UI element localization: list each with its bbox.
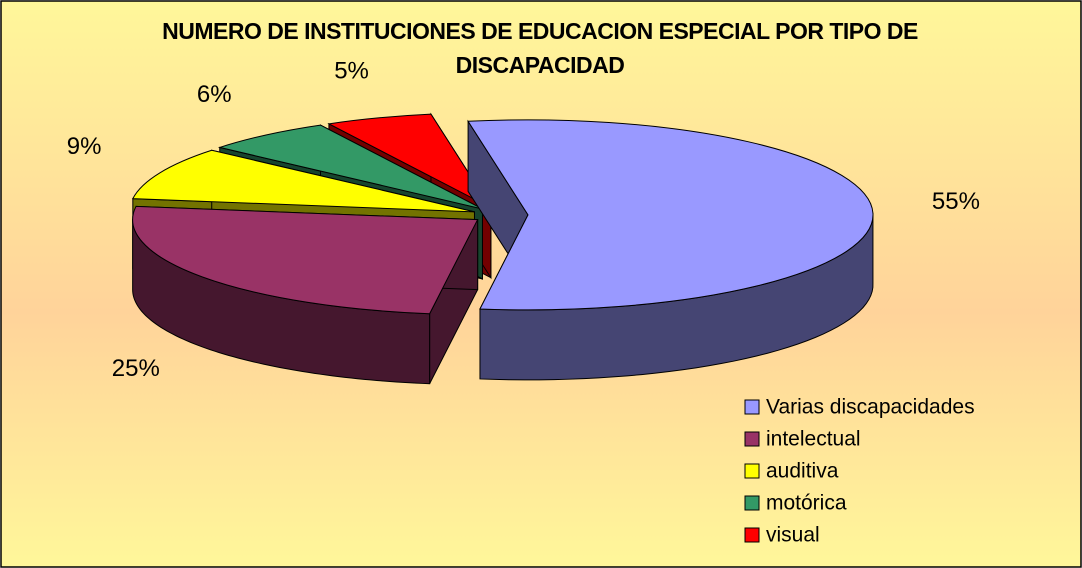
- legend-label: motórica: [766, 492, 847, 515]
- legend-label: visual: [766, 524, 820, 547]
- data-label: 6%: [197, 81, 232, 108]
- data-label: 9%: [67, 133, 102, 160]
- data-label: 25%: [112, 355, 160, 382]
- slice: [132, 205, 479, 315]
- legend-label: Varias discapacidades: [766, 396, 975, 419]
- chart-title: NUMERO DE INSTITUCIONES DE EDUCACION ESP…: [162, 18, 918, 78]
- data-label: 55%: [932, 188, 980, 215]
- legend-swatch: [744, 463, 760, 479]
- data-label: 5%: [334, 58, 369, 85]
- slice: [467, 119, 874, 311]
- slice: [327, 113, 493, 210]
- legend-label: auditiva: [766, 460, 839, 483]
- legend-swatch: [744, 495, 760, 511]
- legend-swatch: [744, 431, 760, 447]
- legend-swatch: [744, 399, 760, 415]
- legend-label: intelectual: [766, 428, 861, 451]
- slice: [132, 149, 475, 213]
- slice: [217, 124, 483, 210]
- legend-swatch: [744, 527, 760, 543]
